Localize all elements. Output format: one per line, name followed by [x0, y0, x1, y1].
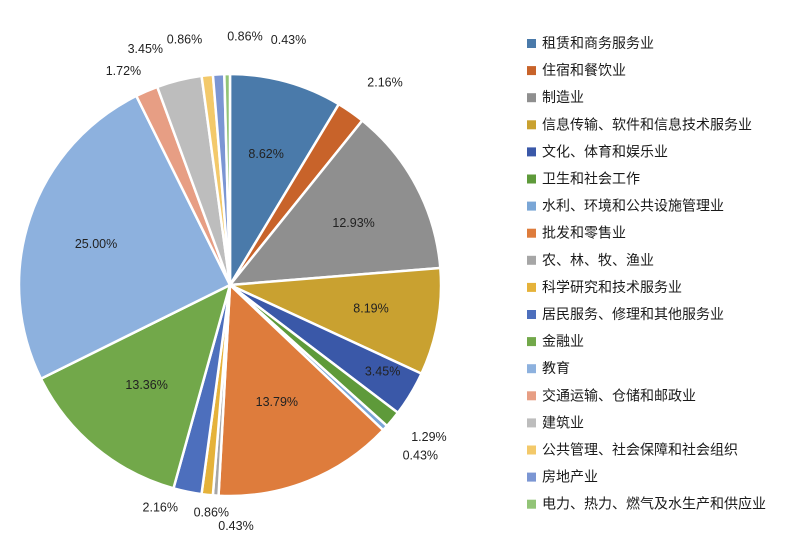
legend-swatch-3: [527, 93, 536, 103]
legend-swatch-15: [527, 418, 536, 428]
legend-label-2: 住宿和餐饮业: [542, 62, 626, 79]
legend-label-9: 农、林、牧、渔业: [542, 253, 654, 269]
slice-label-10: 0.86%: [194, 506, 229, 520]
legend-label-7: 水利、环境和公共设施管理业: [542, 199, 724, 215]
legend-swatch-2: [527, 66, 536, 76]
slice-label-15: 3.45%: [128, 42, 163, 56]
pie-slices: [17, 72, 443, 498]
slice-label-7: 0.43%: [403, 449, 438, 463]
legend-label-4: 信息传输、软件和信息技术服务业: [542, 116, 752, 133]
legend-label-6: 卫生和社会工作: [542, 172, 640, 188]
legend-swatch-9: [527, 255, 536, 265]
legend-swatch-8: [527, 228, 536, 238]
slice-label-2: 2.16%: [367, 76, 402, 90]
slice-label-17: 0.86%: [227, 29, 262, 43]
legend: 租赁和商务服务业住宿和餐饮业制造业信息传输、软件和信息技术服务业文化、体育和娱乐…: [527, 36, 766, 513]
legend-swatch-4: [527, 120, 536, 130]
slice-label-11: 2.16%: [143, 500, 178, 514]
legend-label-15: 建筑业: [542, 415, 584, 431]
legend-swatch-7: [527, 201, 536, 211]
slice-label-9: 0.43%: [218, 519, 253, 533]
slice-label-18: 0.43%: [271, 33, 306, 47]
pie-slice-13: [17, 94, 232, 381]
pie-slice-8: [217, 282, 385, 498]
legend-swatch-10: [527, 282, 536, 292]
legend-label-3: 制造业: [542, 90, 584, 106]
pie-slice-12: [39, 282, 232, 490]
legend-swatch-5: [527, 147, 536, 157]
legend-swatch-1: [527, 39, 536, 48]
legend-swatch-16: [527, 445, 536, 455]
legend-label-10: 科学研究和技术服务业: [542, 280, 682, 296]
pie-slice-4: [225, 266, 443, 376]
legend-label-1: 租赁和商务服务业: [542, 36, 654, 52]
pie-slice-18: [223, 72, 232, 286]
legend-label-16: 公共管理、社会保障和社会组织: [542, 443, 738, 459]
legend-label-17: 房地产业: [542, 470, 598, 486]
legend-swatch-17: [527, 472, 536, 482]
slice-label-3: 12.93%: [332, 216, 374, 230]
slice-label-6: 1.29%: [411, 430, 446, 444]
slice-label-8: 13.79%: [256, 395, 298, 409]
slice-label-1: 8.62%: [248, 147, 283, 161]
slice-label-13: 25.00%: [75, 237, 117, 251]
legend-label-14: 交通运输、仓储和邮政业: [542, 387, 696, 404]
legend-label-5: 文化、体育和娱乐业: [542, 144, 668, 160]
pie-slice-3: [227, 118, 442, 287]
slice-labels: 8.62% 2.16% 12.93% 8.19% 3.45% 1.29% 0.43% 13.7…: [75, 29, 447, 533]
legend-label-18: 电力、热力、燃气及水生产和供应业: [542, 496, 766, 513]
slice-label-4: 8.19%: [353, 301, 388, 315]
legend-swatch-12: [527, 337, 536, 347]
slice-label-16: 0.86%: [167, 32, 202, 46]
slice-label-5: 3.45%: [365, 364, 400, 378]
legend-label-13: 教育: [542, 361, 570, 377]
legend-label-12: 金融业: [542, 334, 584, 350]
legend-swatch-11: [527, 310, 536, 319]
slice-label-12: 13.36%: [125, 378, 167, 392]
legend-swatch-18: [527, 499, 536, 509]
pie-slice-1: [228, 72, 341, 290]
legend-swatch-6: [527, 174, 536, 184]
legend-label-11: 居民服务、修理和其他服务业: [542, 307, 724, 323]
legend-swatch-13: [527, 364, 536, 374]
slice-label-14: 1.72%: [106, 64, 141, 78]
legend-label-8: 批发和零售业: [542, 226, 626, 242]
legend-swatch-14: [527, 391, 536, 401]
